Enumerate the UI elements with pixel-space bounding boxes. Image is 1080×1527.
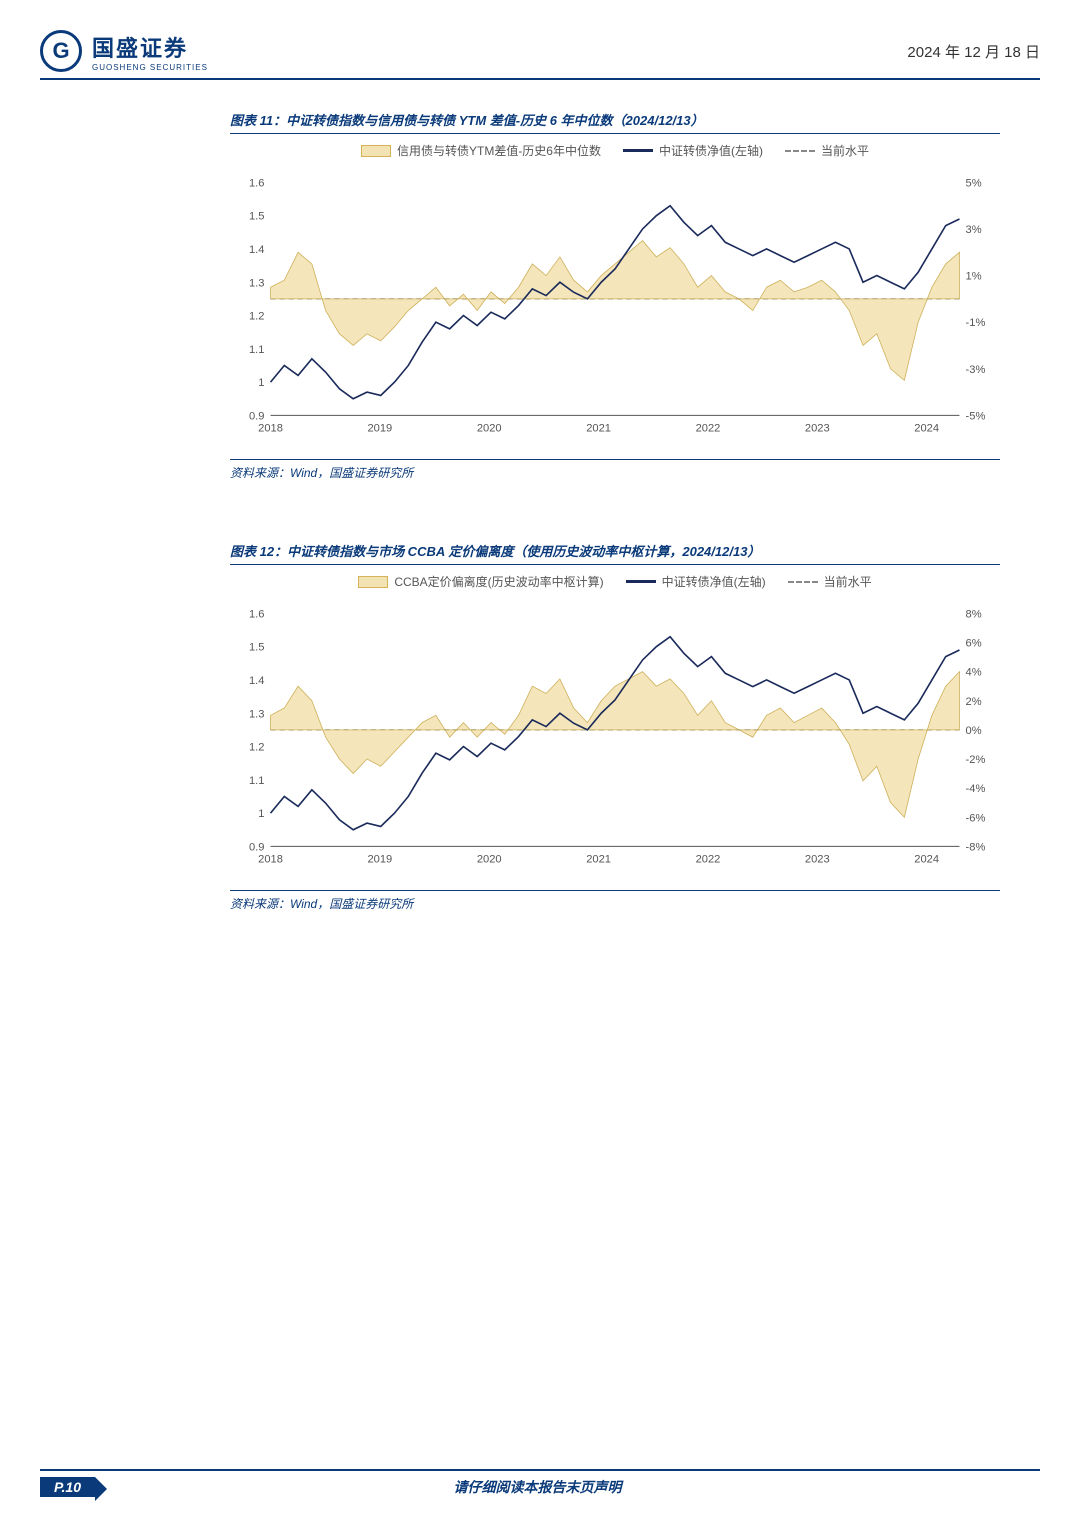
navy-line-icon bbox=[623, 149, 653, 152]
legend-label: 中证转债净值(左轴) bbox=[659, 142, 763, 159]
chart-11-title: 图表 11：中证转债指数与信用债与转债 YTM 差值-历史 6 年中位数（202… bbox=[230, 110, 1000, 134]
svg-text:2023: 2023 bbox=[805, 423, 830, 435]
legend-label: 当前水平 bbox=[824, 573, 872, 590]
legend-navy: 中证转债净值(左轴) bbox=[626, 573, 766, 590]
svg-text:1.3: 1.3 bbox=[249, 277, 264, 289]
svg-text:-1%: -1% bbox=[966, 317, 986, 329]
svg-text:2020: 2020 bbox=[477, 854, 502, 866]
chart-12-legend: CCBA定价偏离度(历史波动率中枢计算) 中证转债净值(左轴) 当前水平 bbox=[230, 573, 1000, 590]
svg-text:1%: 1% bbox=[966, 271, 982, 283]
chart-11-block: 图表 11：中证转债指数与信用债与转债 YTM 差值-历史 6 年中位数（202… bbox=[230, 110, 1000, 481]
svg-text:1.3: 1.3 bbox=[249, 708, 264, 720]
logo-text: 国盛证券 GUOSHENG SECURITIES bbox=[92, 31, 208, 72]
svg-text:1.2: 1.2 bbox=[249, 311, 264, 323]
navy-line-icon bbox=[626, 580, 656, 583]
area-swatch-icon bbox=[358, 576, 388, 588]
svg-text:2022: 2022 bbox=[696, 423, 721, 435]
svg-text:2019: 2019 bbox=[368, 854, 393, 866]
svg-text:3%: 3% bbox=[966, 224, 982, 236]
svg-text:2018: 2018 bbox=[258, 423, 283, 435]
svg-text:0.9: 0.9 bbox=[249, 841, 264, 853]
svg-text:0.9: 0.9 bbox=[249, 410, 264, 422]
svg-text:1.4: 1.4 bbox=[249, 244, 264, 256]
svg-text:1.5: 1.5 bbox=[249, 642, 264, 654]
svg-text:8%: 8% bbox=[966, 608, 982, 620]
chart-11-plot: 0.9 1 1.1 1.2 1.3 1.4 1.5 1.6 -5% -3% -1% 1% 3% 5% 201… bbox=[230, 163, 1000, 453]
svg-text:4%: 4% bbox=[966, 667, 982, 679]
svg-text:1.2: 1.2 bbox=[249, 742, 264, 754]
svg-text:0%: 0% bbox=[966, 725, 982, 737]
svg-text:2021: 2021 bbox=[586, 423, 611, 435]
svg-text:1.1: 1.1 bbox=[249, 344, 264, 356]
svg-text:2018: 2018 bbox=[258, 854, 283, 866]
svg-text:1: 1 bbox=[258, 808, 264, 820]
svg-text:6%: 6% bbox=[966, 638, 982, 650]
chart-12-title: 图表 12：中证转债指数与市场 CCBA 定价偏离度（使用历史波动率中枢计算，2… bbox=[230, 541, 1000, 565]
svg-text:2019: 2019 bbox=[368, 423, 393, 435]
chart-12-plot: 0.9 1 1.1 1.2 1.3 1.4 1.5 1.6 -8% -6% -4% -2% 0% 2% 4%… bbox=[230, 594, 1000, 884]
svg-text:5%: 5% bbox=[966, 177, 982, 189]
logo-block: G 国盛证券 GUOSHENG SECURITIES bbox=[40, 30, 208, 72]
svg-text:2024: 2024 bbox=[914, 854, 939, 866]
svg-text:1.4: 1.4 bbox=[249, 675, 264, 687]
svg-text:2023: 2023 bbox=[805, 854, 830, 866]
legend-area: 信用债与转债YTM差值-历史6年中位数 bbox=[361, 142, 601, 159]
legend-area: CCBA定价偏离度(历史波动率中枢计算) bbox=[358, 573, 603, 590]
page-header: G 国盛证券 GUOSHENG SECURITIES 2024 年 12 月 1… bbox=[40, 24, 1040, 80]
svg-text:-2%: -2% bbox=[966, 754, 986, 766]
svg-text:-4%: -4% bbox=[966, 783, 986, 795]
svg-text:2024: 2024 bbox=[914, 423, 939, 435]
chart-11-source: 资料来源：Wind，国盛证券研究所 bbox=[230, 459, 1000, 481]
footer-disclaimer: 请仔细阅读本报告末页声明 bbox=[95, 1477, 980, 1497]
dash-line-icon bbox=[788, 581, 818, 583]
chart-11-legend: 信用债与转债YTM差值-历史6年中位数 中证转债净值(左轴) 当前水平 bbox=[230, 142, 1000, 159]
area-swatch-icon bbox=[361, 145, 391, 157]
logo-icon: G bbox=[40, 30, 82, 72]
svg-text:1.5: 1.5 bbox=[249, 211, 264, 223]
report-date: 2024 年 12 月 18 日 bbox=[907, 41, 1040, 62]
dash-line-icon bbox=[785, 150, 815, 152]
svg-text:-5%: -5% bbox=[966, 410, 986, 422]
chart-12-source: 资料来源：Wind，国盛证券研究所 bbox=[230, 890, 1000, 912]
legend-label: 信用债与转债YTM差值-历史6年中位数 bbox=[397, 142, 601, 159]
legend-navy: 中证转债净值(左轴) bbox=[623, 142, 763, 159]
svg-text:1.6: 1.6 bbox=[249, 608, 264, 620]
svg-text:1: 1 bbox=[258, 377, 264, 389]
logo-en: GUOSHENG SECURITIES bbox=[92, 63, 208, 72]
legend-dash: 当前水平 bbox=[785, 142, 869, 159]
svg-text:2022: 2022 bbox=[696, 854, 721, 866]
content-area: 图表 11：中证转债指数与信用债与转债 YTM 差值-历史 6 年中位数（202… bbox=[230, 110, 1000, 972]
svg-text:1.1: 1.1 bbox=[249, 775, 264, 787]
svg-text:-8%: -8% bbox=[966, 841, 986, 853]
legend-label: 当前水平 bbox=[821, 142, 869, 159]
svg-text:2020: 2020 bbox=[477, 423, 502, 435]
legend-label: 中证转债净值(左轴) bbox=[662, 573, 766, 590]
svg-text:2021: 2021 bbox=[586, 854, 611, 866]
chart-12-block: 图表 12：中证转债指数与市场 CCBA 定价偏离度（使用历史波动率中枢计算，2… bbox=[230, 541, 1000, 912]
svg-text:2%: 2% bbox=[966, 696, 982, 708]
page-number: P.10 bbox=[40, 1477, 95, 1497]
svg-text:-3%: -3% bbox=[966, 364, 986, 376]
legend-label: CCBA定价偏离度(历史波动率中枢计算) bbox=[394, 573, 603, 590]
svg-text:-6%: -6% bbox=[966, 812, 986, 824]
svg-text:1.6: 1.6 bbox=[249, 177, 264, 189]
logo-cn: 国盛证券 bbox=[92, 31, 208, 63]
page-footer: P.10 请仔细阅读本报告末页声明 bbox=[40, 1469, 1040, 1497]
legend-dash: 当前水平 bbox=[788, 573, 872, 590]
